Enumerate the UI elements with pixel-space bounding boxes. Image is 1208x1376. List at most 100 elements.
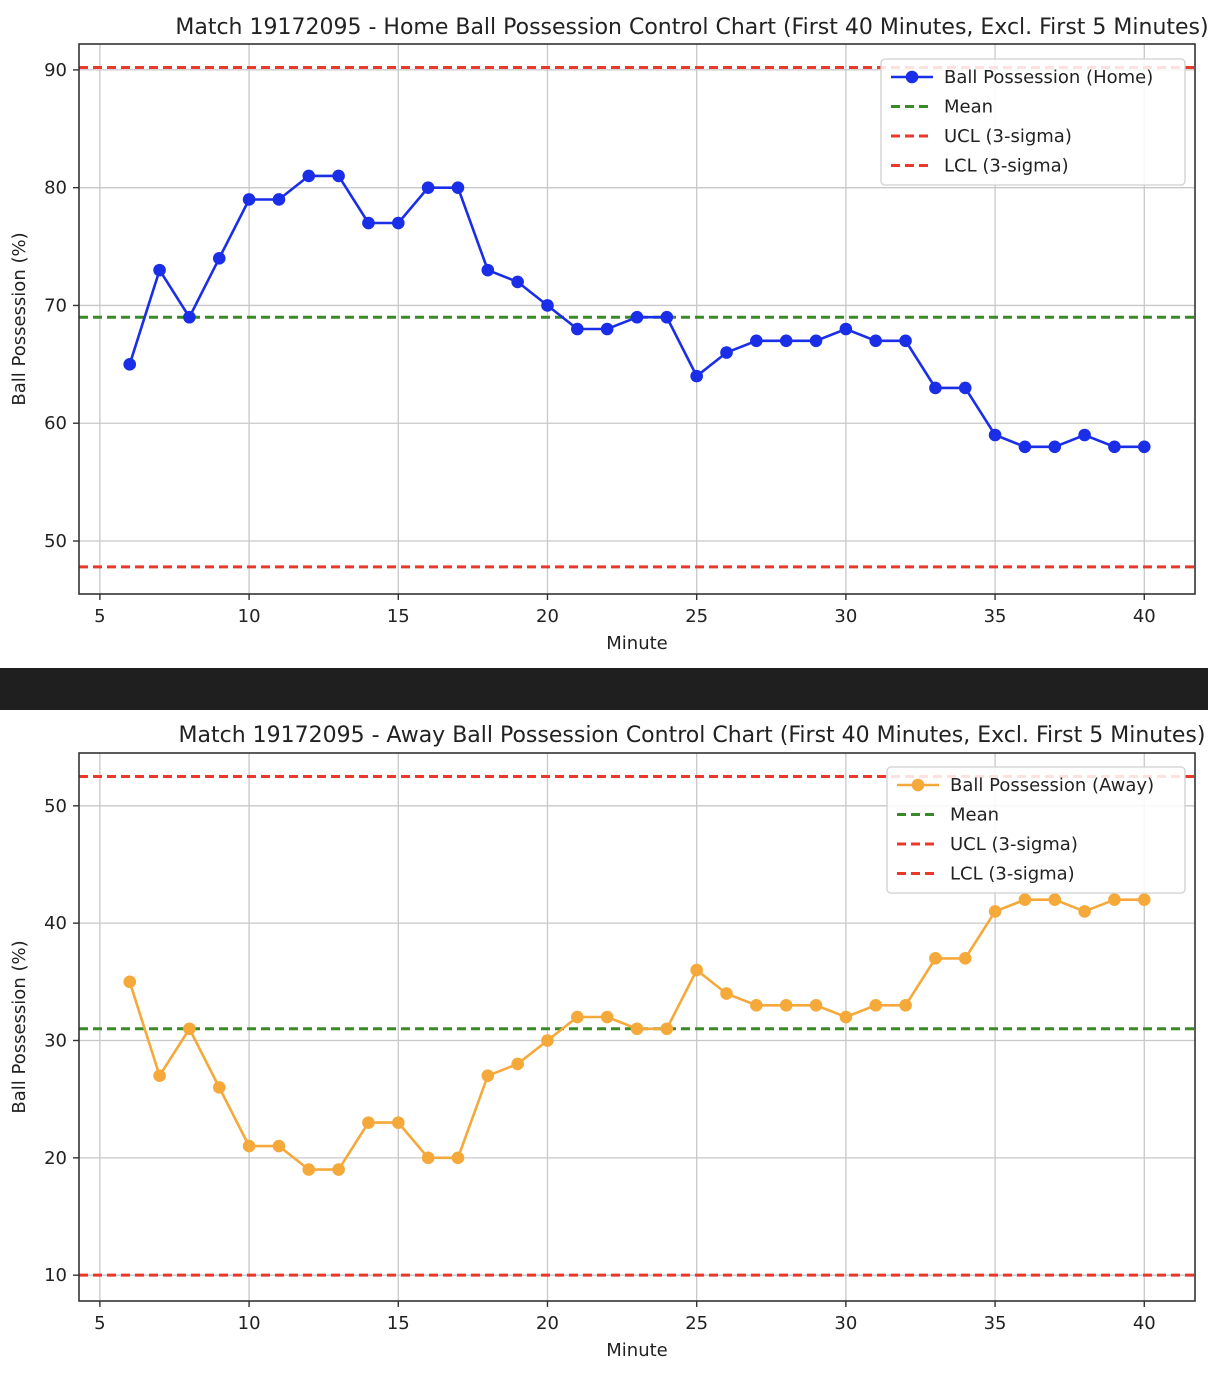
data-point (899, 334, 912, 348)
data-point (839, 1010, 853, 1024)
y-tick-label: 80 (44, 178, 67, 199)
data-point (242, 193, 256, 206)
y-tick-label: 60 (44, 413, 67, 434)
legend-item-mean: Mean (897, 805, 999, 826)
data-point (630, 310, 644, 324)
data-point (153, 1069, 166, 1082)
x-axis-label: Minute (606, 633, 667, 654)
data-point (1078, 905, 1091, 918)
data-point (302, 169, 316, 183)
data-point (511, 275, 524, 289)
data-point (511, 1057, 524, 1071)
x-tick-label: 20 (536, 1313, 559, 1334)
data-point (809, 334, 823, 348)
data-point (481, 1069, 495, 1082)
data-point (183, 1022, 196, 1036)
data-point (183, 310, 196, 324)
legend-marker-swatch (911, 778, 925, 792)
legend-label: Ball Possession (Away) (950, 775, 1154, 796)
data-point (690, 369, 703, 383)
data-point (720, 346, 733, 359)
data-point (1137, 893, 1151, 906)
data-point (571, 1010, 584, 1024)
home-chart-title: Match 19172095 - Home Ball Possession Co… (175, 15, 1208, 40)
data-point (988, 428, 1002, 442)
data-point (1048, 893, 1062, 906)
y-axis-label: Ball Possession (%) (9, 232, 30, 405)
legend-label: Mean (950, 805, 999, 826)
y-tick-label: 10 (44, 1265, 67, 1286)
data-point (451, 1151, 465, 1165)
x-tick-label: 15 (387, 1313, 410, 1334)
data-point (720, 987, 733, 1000)
y-tick-label: 50 (44, 796, 67, 817)
data-point (929, 952, 942, 965)
data-point (272, 1139, 286, 1153)
data-point (541, 299, 554, 312)
chart-separator (0, 668, 1208, 710)
x-tick-label: 15 (387, 606, 410, 627)
data-point (690, 963, 703, 977)
data-point (779, 334, 793, 348)
legend-marker-swatch (905, 70, 919, 84)
data-point (1078, 428, 1091, 442)
legend-box (880, 58, 1186, 186)
data-point (421, 1151, 435, 1165)
data-point (809, 998, 823, 1012)
data-point (1018, 440, 1032, 454)
data-point (899, 998, 912, 1012)
legend-item-ball-possession-away: Ball Possession (Away) (897, 775, 1154, 796)
data-point (541, 1034, 554, 1047)
legend-item-ball-possession-home: Ball Possession (Home) (891, 67, 1153, 88)
home-possession-chart: Match 19172095 - Home Ball Possession Co… (9, 15, 1208, 654)
x-tick-label: 35 (984, 606, 1007, 627)
legend: Ball Possession (Away) Mean UCL (3-sigma) L… (886, 766, 1186, 894)
y-tick-label: 50 (44, 531, 67, 552)
legend-label: LCL (3-sigma) (944, 156, 1069, 177)
x-tick-label: 30 (834, 606, 857, 627)
data-point (362, 216, 375, 230)
x-tick-label: 40 (1133, 1313, 1156, 1334)
legend-item-ucl-3-sigma: UCL (3-sigma) (891, 126, 1072, 147)
legend: Ball Possession (Home) Mean UCL (3-sigma) L… (880, 58, 1186, 186)
data-point (750, 334, 763, 348)
legend-item-lcl-3-sigma: LCL (3-sigma) (897, 864, 1075, 885)
legend-box (886, 766, 1186, 894)
data-point (571, 322, 584, 336)
data-point (1137, 440, 1151, 454)
legend-label: UCL (3-sigma) (944, 126, 1072, 147)
data-point (779, 998, 793, 1012)
y-tick-label: 20 (44, 1148, 67, 1169)
plot-frame (78, 752, 1196, 1302)
x-tick-label: 10 (238, 1313, 261, 1334)
data-point (630, 1022, 644, 1036)
y-axis-label: Ball Possession (%) (9, 940, 30, 1113)
data-point (212, 252, 226, 265)
data-point (1048, 440, 1062, 454)
away-chart-panel: Match 19172095 - Away Ball Possession Co… (0, 710, 1208, 1372)
data-point (869, 334, 883, 348)
data-point (750, 998, 763, 1012)
legend-item-mean: Mean (891, 97, 993, 118)
data-point (123, 975, 137, 989)
y-tick-label: 30 (44, 1030, 67, 1051)
data-point (1108, 893, 1121, 906)
home-chart-panel: Match 19172095 - Home Ball Possession Co… (0, 0, 1208, 668)
data-point (332, 1163, 345, 1176)
data-point (929, 381, 942, 395)
legend-label: UCL (3-sigma) (950, 834, 1078, 855)
away-chart-title: Match 19172095 - Away Ball Possession Co… (179, 723, 1206, 748)
data-point (839, 322, 853, 336)
data-point (451, 181, 465, 194)
data-point (242, 1139, 256, 1153)
x-tick-label: 25 (685, 606, 708, 627)
data-point (212, 1081, 226, 1094)
data-point (123, 358, 137, 371)
data-point (1108, 440, 1121, 454)
data-point (272, 193, 286, 206)
data-point (600, 322, 614, 336)
plot-frame (78, 43, 1196, 595)
x-tick-label: 20 (536, 606, 559, 627)
x-tick-label: 25 (685, 1313, 708, 1334)
data-point (869, 998, 883, 1012)
